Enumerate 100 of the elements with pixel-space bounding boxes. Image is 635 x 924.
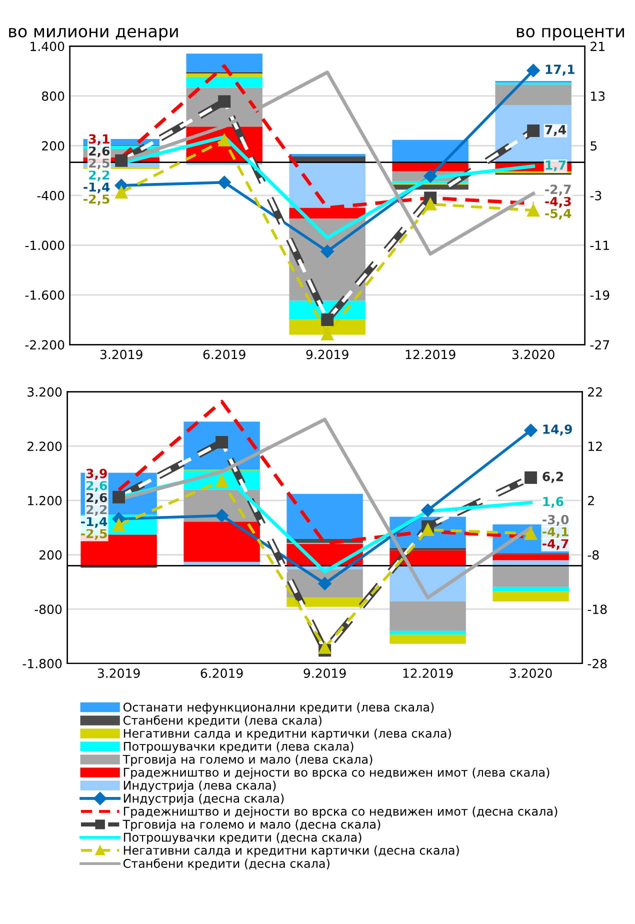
point	[524, 527, 538, 540]
point	[424, 198, 437, 210]
point	[115, 154, 128, 167]
legend-label: Негативни салда и кредитни картички (десна скала)	[124, 846, 459, 858]
legend-label: Индустрија (лева скала)	[124, 780, 276, 792]
y2-tick-label: 21	[590, 42, 604, 51]
data-label: 1,6	[543, 496, 564, 508]
data-label: -3,0	[542, 514, 569, 526]
data-label: -5,4	[545, 208, 572, 220]
data-label: 2,2	[89, 170, 110, 182]
data-label: 3,1	[88, 134, 110, 146]
bar	[492, 554, 569, 560]
y-tick-label: 2.200	[28, 442, 62, 452]
y-tick-label: -800	[34, 604, 62, 614]
data-label: -4,7	[542, 539, 568, 550]
bar	[186, 54, 262, 72]
y2-axis-title: во проценти	[516, 28, 624, 41]
y2-tick-label: 5	[590, 141, 597, 151]
data-label: -2,7	[545, 184, 571, 196]
legend-label: Останати нефункционални кредити (лева скала)	[123, 702, 434, 714]
point	[524, 424, 538, 437]
point	[424, 170, 437, 183]
data-label: -2,5	[81, 528, 107, 540]
y2-tick-label: 2	[588, 496, 594, 506]
y-tick-label: -400	[37, 190, 64, 200]
point	[527, 204, 540, 217]
legend-label: Трговија на големо и мало (лева скала)	[122, 754, 372, 766]
legend-label: Трговија на големо и мало (десна скала)	[122, 820, 380, 832]
x-tick-label: 3.2019	[100, 350, 142, 360]
y-tick-label: 200	[42, 141, 64, 151]
point	[527, 124, 540, 138]
point	[321, 328, 334, 340]
legend-label: Потрошувачки кредити (десна скала)	[124, 832, 362, 844]
bar	[495, 84, 572, 106]
point	[215, 509, 228, 522]
bar	[286, 494, 363, 540]
point	[115, 186, 128, 199]
y2-tick-label: -18	[588, 604, 607, 614]
x-tick-label: 12.2019	[403, 668, 453, 678]
legend-label: Станбени кредити (десна скала)	[123, 858, 330, 870]
point	[218, 95, 231, 108]
data-label: -1,4	[81, 516, 108, 528]
bar	[392, 140, 468, 162]
legend-label: Потрошувачки кредити (лева скала)	[124, 742, 354, 754]
data-label: 3,9	[86, 468, 107, 480]
y2-tick-label: -3	[590, 190, 602, 200]
legend-label: Градежништво и дејности во врска со недвижен имот (десна скала)	[124, 806, 558, 818]
bar	[289, 154, 366, 156]
data-label: 2,6	[89, 146, 110, 158]
y-tick-label: 1.400	[30, 42, 64, 52]
y-tick-label: 200	[40, 550, 62, 560]
y-tick-label: 3.200	[28, 387, 62, 397]
data-label: -4,1	[542, 527, 568, 538]
x-tick-label: 9.2019	[306, 350, 348, 360]
bar	[289, 162, 366, 208]
y2-tick-label: -11	[590, 240, 609, 250]
point	[320, 244, 334, 258]
x-tick-label: 6.2019	[203, 350, 246, 360]
y2-tick-label: 12	[588, 442, 602, 451]
y-tick-label: 1.200	[28, 496, 62, 506]
data-label: -4,3	[545, 196, 571, 208]
data-label: 14,9	[543, 424, 572, 436]
y2-tick-label: -8	[588, 550, 599, 560]
y2-tick-label: 22	[588, 387, 602, 397]
y2-tick-label: 13	[591, 91, 605, 101]
bar	[390, 630, 466, 635]
bar	[492, 592, 569, 602]
data-label: 17,1	[546, 64, 574, 76]
point	[112, 490, 126, 504]
bar	[184, 522, 260, 562]
data-label: 6,2	[542, 472, 563, 483]
y-tick-label: -1.800	[22, 658, 62, 668]
point	[421, 504, 434, 517]
point	[216, 474, 228, 488]
bar	[492, 586, 569, 592]
bar	[186, 76, 262, 88]
bar	[390, 601, 466, 631]
x-tick-label: 9.2019	[304, 668, 346, 678]
data-label: 2,6	[86, 480, 108, 492]
legend-label: Негативни салда и кредитни картички (лева скала)	[124, 728, 451, 740]
bar	[492, 560, 569, 566]
bar	[186, 74, 262, 77]
legend-label: Градежништво и дејности во врска со недвижен имот (лева скала)	[124, 768, 550, 780]
bar	[390, 634, 466, 644]
point	[524, 471, 538, 484]
x-tick-label: 3.2020	[512, 350, 554, 360]
data-label: -1,4	[84, 182, 110, 194]
data-label: 1,7	[546, 160, 566, 172]
data-label: 2,5	[89, 158, 110, 170]
y2-tick-label: -27	[590, 340, 610, 350]
data-label: 7,4	[545, 125, 566, 136]
y2-tick-label: -28	[588, 658, 607, 668]
point	[216, 436, 228, 449]
point	[112, 518, 126, 532]
data-label: 2,2	[86, 504, 107, 516]
point	[526, 64, 540, 78]
x-tick-label: 6.2019	[200, 668, 243, 678]
bar	[492, 566, 569, 587]
data-label: -2,5	[84, 194, 110, 206]
y-tick-label: -1.000	[25, 240, 64, 250]
